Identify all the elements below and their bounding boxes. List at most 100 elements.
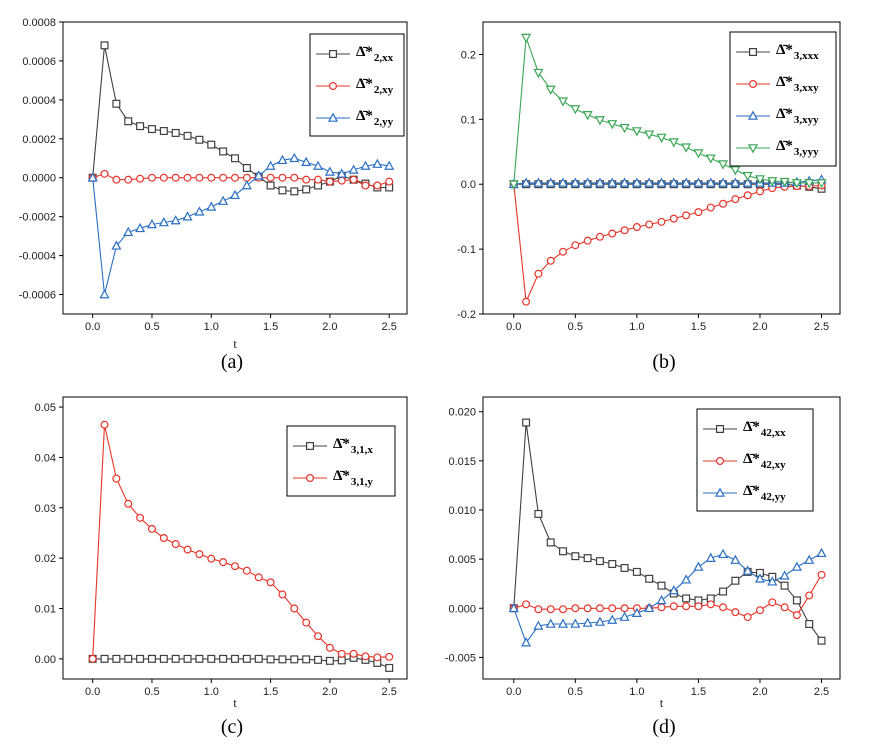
data-point (337, 176, 346, 185)
series-2-yy (87, 152, 395, 299)
data-point (533, 620, 544, 630)
legend-item: Δ̄* 42,yy (703, 483, 786, 503)
data-point (277, 154, 288, 165)
data-point (631, 177, 642, 187)
y-tick-label: 0.1 (461, 114, 476, 126)
y-tick-label: -0.2 (457, 309, 476, 321)
legend-marker (306, 474, 315, 483)
legend-subscript: 42,xx (761, 427, 786, 439)
data-point (731, 608, 740, 617)
data-point (570, 618, 581, 628)
data-point (816, 179, 827, 189)
data-point (302, 655, 311, 664)
data-point (607, 614, 618, 624)
legend-subscript: 42,yy (761, 491, 786, 503)
data-point (290, 604, 299, 613)
data-point (99, 289, 110, 299)
data-point (136, 122, 145, 131)
data-point (693, 149, 704, 159)
data-point (147, 173, 156, 182)
data-point (694, 602, 703, 611)
data-point (632, 567, 641, 576)
y-tick-label: 0.0006 (22, 56, 56, 68)
data-point (314, 655, 323, 664)
data-point (620, 604, 629, 613)
data-point (171, 128, 180, 137)
data-point (693, 561, 704, 571)
data-point (742, 565, 753, 575)
data-point (668, 138, 679, 148)
legend-symbol: Δ̄* (356, 44, 373, 60)
data-point (324, 166, 335, 176)
y-tick-label: 0.2 (461, 49, 476, 61)
data-point (608, 604, 617, 613)
x-tick-label: 1.0 (629, 321, 644, 333)
data-point (314, 175, 323, 184)
panel-label: (b) (652, 351, 675, 373)
data-point (619, 611, 630, 621)
legend: Δ̄* 3,1,xΔ̄* 3,1,y (286, 425, 396, 497)
data-point (768, 598, 777, 607)
data-point (171, 654, 180, 663)
data-point (657, 581, 666, 590)
data-point (558, 618, 569, 628)
data-point (325, 643, 334, 652)
legend-item: Δ̄* 3,yyy (736, 138, 819, 158)
series-3-yyy (508, 33, 827, 190)
data-point (706, 600, 715, 609)
x-tick-label: 0.5 (568, 321, 583, 333)
data-point (195, 173, 204, 182)
legend-subscript: 3,1,y (351, 476, 374, 488)
data-point (619, 123, 630, 134)
data-point (183, 545, 192, 554)
data-point (183, 654, 192, 663)
plot-frame (62, 396, 408, 680)
data-point (360, 160, 371, 170)
legend-item: Δ̄* 2,yy (316, 108, 394, 128)
data-point (705, 177, 716, 187)
y-tick-label: -0.0002 (19, 212, 56, 224)
data-point (325, 656, 334, 665)
data-point (348, 164, 359, 174)
x-tick-label: 0.5 (144, 321, 159, 333)
data-point (278, 590, 287, 599)
data-point (791, 561, 802, 571)
series-3-xxy (509, 180, 826, 306)
data-point (314, 632, 323, 641)
data-point (361, 652, 370, 661)
y-tick-label: -0.0004 (19, 251, 56, 263)
data-point (289, 152, 300, 163)
data-point (219, 173, 228, 182)
data-point (278, 186, 287, 195)
data-point (385, 652, 394, 661)
data-point (719, 199, 728, 208)
data-point (183, 131, 192, 140)
data-point (301, 156, 312, 166)
data-point (693, 177, 704, 187)
y-tick-label: -0.0006 (19, 290, 56, 302)
data-point (583, 554, 592, 563)
series-2-xy (88, 169, 394, 190)
data-point (669, 214, 678, 223)
data-point (124, 654, 133, 663)
data-point (278, 655, 287, 664)
chart-panel-2: 0.0 0.5 1.0 1.5 2.0 2.5-0.2-0.10.00.10.2 Δ̄* 3,… (457, 21, 841, 373)
data-point (631, 127, 642, 137)
data-point (534, 269, 543, 278)
data-point (533, 68, 544, 79)
data-point (730, 177, 741, 187)
data-point (656, 133, 667, 143)
data-point (253, 170, 264, 180)
data-point (373, 181, 382, 190)
data-point (207, 654, 216, 663)
data-point (112, 654, 121, 663)
data-point (147, 654, 156, 663)
data-point (595, 232, 604, 241)
data-point (158, 217, 169, 227)
y-tick-label: 0.0004 (22, 95, 56, 107)
data-point (682, 211, 691, 220)
data-point (290, 173, 299, 182)
data-point (559, 247, 568, 256)
data-point (571, 552, 580, 561)
legend-symbol: Δ̄* (776, 138, 793, 154)
